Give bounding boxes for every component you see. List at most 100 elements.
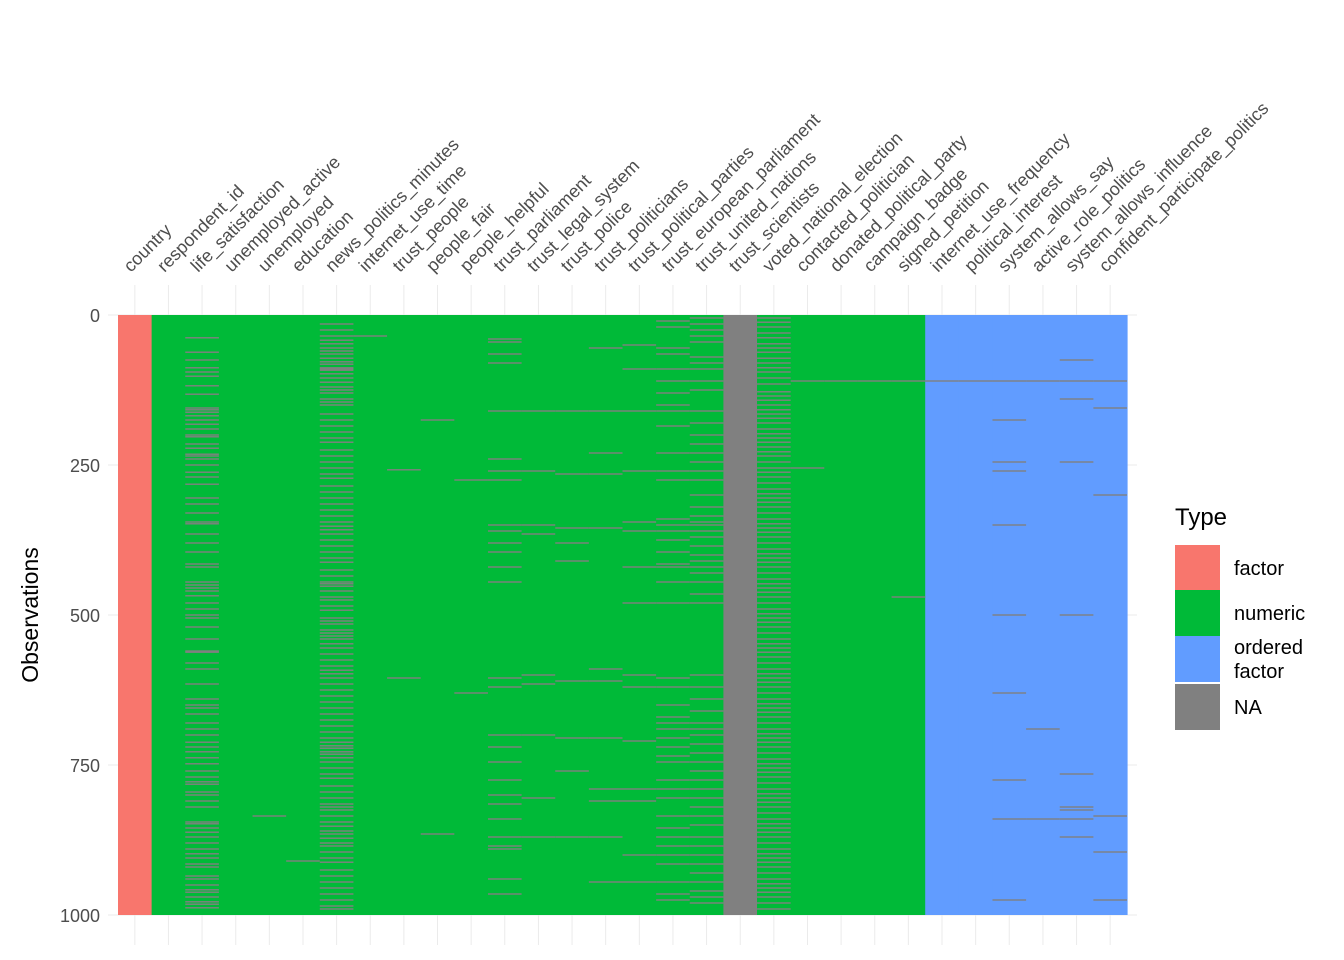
missing-cell: [185, 863, 219, 865]
missing-cell: [319, 561, 354, 563]
missing-cell: [487, 470, 522, 472]
missing-cell: [521, 533, 556, 535]
missing-cell: [185, 351, 219, 353]
missing-cell: [319, 857, 354, 859]
missing-cell: [319, 343, 354, 345]
missing-cell: [319, 392, 354, 394]
missing-cell: [689, 581, 724, 583]
missing-cell: [588, 473, 623, 475]
missing-cell: [622, 410, 657, 412]
missing-cell: [185, 590, 219, 592]
missing-cell: [185, 455, 219, 457]
missing-cell: [757, 793, 791, 795]
missing-cell: [185, 651, 219, 653]
missing-cell: [185, 884, 219, 886]
missing-cell: [790, 467, 825, 469]
missing-cell: [319, 741, 354, 743]
missing-cell: [992, 614, 1027, 616]
legend-swatch: [1175, 684, 1220, 730]
missing-cell: [656, 881, 690, 883]
missing-cell: [656, 452, 690, 454]
missing-cell: [185, 584, 219, 586]
missing-cell: [319, 731, 354, 733]
missing-cell: [689, 872, 724, 874]
missing-cell: [689, 335, 724, 337]
missing-cell: [689, 470, 724, 472]
missing-cell: [487, 362, 522, 364]
legend-title: Type: [1175, 504, 1227, 531]
y-tick-label: 1000: [60, 906, 100, 926]
missing-cell: [319, 797, 354, 799]
missing-cell: [757, 677, 791, 679]
missing-cell: [1093, 851, 1127, 853]
missing-cell: [757, 776, 791, 778]
missing-cell: [757, 908, 791, 910]
missing-cell: [185, 407, 219, 409]
missing-cell: [757, 433, 791, 435]
missing-cell: [757, 861, 791, 863]
missing-cell: [487, 836, 522, 838]
missing-cell: [319, 347, 354, 349]
missing-cell: [185, 447, 219, 449]
missing-cell: [319, 695, 354, 697]
column-tile-voted-national-election: [757, 315, 792, 915]
missing-cell: [689, 797, 724, 799]
missing-cell: [656, 479, 690, 481]
missing-cell: [757, 399, 791, 401]
missing-cell: [319, 461, 354, 463]
missing-cell: [487, 878, 522, 880]
missing-cell: [555, 542, 589, 544]
missing-cell: [487, 410, 522, 412]
column-tile-signed-petition: [891, 315, 926, 915]
missing-cell: [185, 875, 219, 877]
missing-cell: [757, 896, 791, 898]
missing-cell: [588, 347, 623, 349]
missing-cell: [757, 823, 791, 825]
missing-cell: [656, 836, 690, 838]
missing-cell: [319, 609, 354, 611]
missing-cell: [689, 593, 724, 595]
missing-cell: [185, 791, 219, 793]
missing-cell: [319, 401, 354, 403]
x-tick-labels: countryrespondent_idlife_satisfactionune…: [120, 98, 1274, 276]
missing-cell: [689, 521, 724, 523]
missing-cell: [757, 501, 791, 503]
legend-label: numeric: [1234, 603, 1305, 625]
missing-cell: [757, 638, 791, 640]
missing-cell: [185, 831, 219, 833]
missing-cell: [689, 572, 724, 574]
missing-cell: [319, 533, 354, 535]
missing-cell: [757, 441, 791, 443]
missing-cell: [319, 491, 354, 493]
missing-cell: [992, 380, 1027, 382]
missing-cell: [656, 353, 690, 355]
missing-cell: [521, 470, 556, 472]
missing-cell: [689, 806, 724, 808]
missing-cell: [588, 410, 623, 412]
missing-cell: [185, 471, 219, 473]
missing-cell: [319, 683, 354, 685]
column-tile-unemployed: [252, 315, 287, 915]
missing-cell: [319, 647, 354, 649]
missing-cell: [757, 428, 791, 430]
missing-cell: [319, 875, 354, 877]
missing-cell: [185, 617, 219, 619]
missing-cell: [757, 827, 791, 829]
missing-cell: [757, 343, 791, 345]
y-tick-label: 250: [70, 456, 100, 476]
missing-cell: [656, 392, 690, 394]
missing-cell: [185, 483, 219, 485]
missing-cell: [319, 477, 354, 479]
missing-cell: [185, 566, 219, 568]
missing-cell: [487, 818, 522, 820]
missing-cell: [387, 677, 421, 679]
missing-cell: [757, 461, 791, 463]
missing-cell: [319, 777, 354, 779]
column-tile-trust-police: [555, 315, 590, 915]
missing-cell: [757, 698, 791, 700]
column-tile-donated-political-party: [824, 315, 859, 915]
missing-cell: [992, 818, 1027, 820]
missing-cell: [319, 893, 354, 895]
missing-cell: [185, 722, 219, 724]
